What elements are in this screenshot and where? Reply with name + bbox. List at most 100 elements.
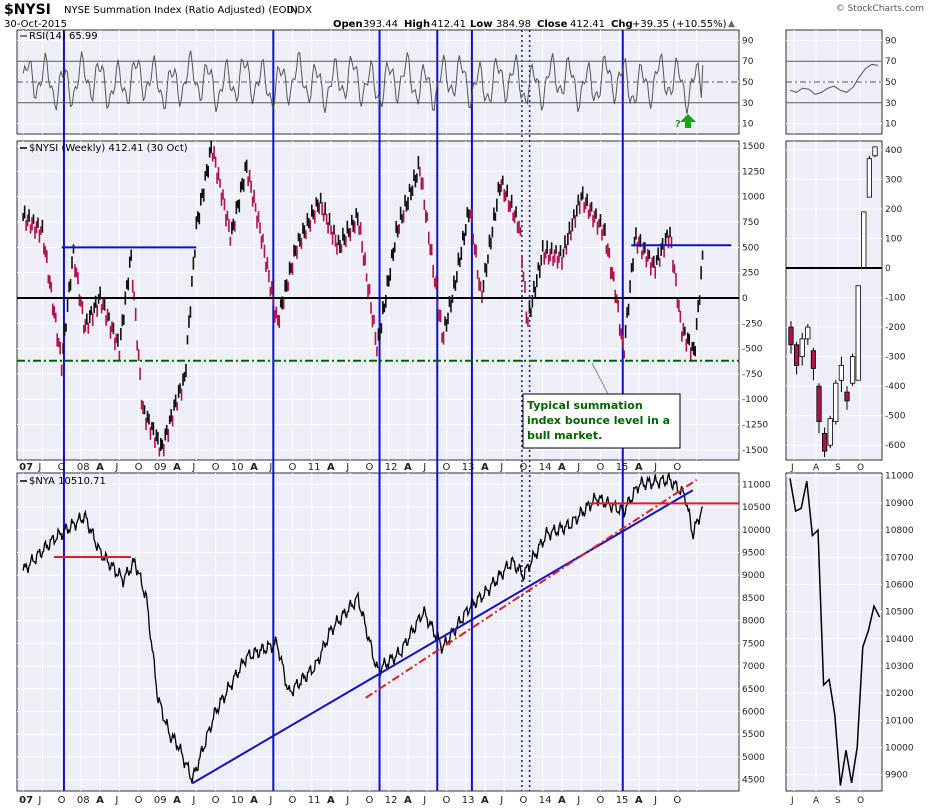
- rsi-y-tick-label: 50: [742, 78, 754, 88]
- nysi-x-tick-label: 10: [231, 462, 244, 473]
- nysi-zoom-candle-body: [794, 344, 800, 366]
- nya-y-tick-label: 7000: [742, 662, 765, 672]
- nysi-zoom-y-tick-label: 0: [885, 264, 891, 274]
- chart-date: 30-Oct-2015: [4, 19, 67, 30]
- nya-x-tick-label: O: [212, 795, 220, 806]
- nysi-zoom-candle-body: [805, 326, 811, 340]
- nysi-zoom-candle-body: [833, 382, 839, 423]
- nysi-y-tick-label: -750: [742, 370, 763, 380]
- nysi-zoom-y-tick-label: 300: [885, 175, 902, 185]
- nya-y-tick-label: 8500: [742, 594, 765, 604]
- nysi-x-tick-label: 15: [616, 462, 629, 473]
- nya-x-tick-label: O: [519, 795, 527, 806]
- nysi-y-tick-label: 250: [742, 269, 759, 279]
- nya-y-tick-label: 11000: [742, 480, 771, 490]
- low-value: 384.98: [496, 19, 531, 30]
- nysi-zoom-y-tick-label: -100: [885, 294, 906, 304]
- nya-x-tick-label: A: [173, 795, 181, 806]
- nysi-zoom-y-tick-label: 400: [885, 146, 902, 156]
- nysi-zoom-y-tick-label: -500: [885, 412, 906, 422]
- nya-y-tick-label: 8000: [742, 617, 765, 627]
- nya-x-tick-label: 11: [308, 795, 321, 806]
- nysi-x-tick-label: O: [289, 462, 297, 473]
- nysi-legend: $NYSI (Weekly) 412.41 (30 Oct): [29, 143, 188, 154]
- rsi-y-tick-label: 30: [742, 99, 754, 109]
- nya-x-tick-label: 07: [19, 795, 33, 806]
- nysi-y-tick-label: -1500: [742, 446, 768, 456]
- nya-x-tick-label: O: [596, 795, 604, 806]
- rsi-zoom-y-tick-label: 50: [885, 78, 897, 88]
- nya-y-tick-label: 6000: [742, 708, 765, 718]
- nya-y-tick-label: 4500: [742, 776, 765, 786]
- nysi-x-tick-label: J: [653, 462, 657, 473]
- nysi-x-tick-label: O: [519, 462, 527, 473]
- nysi-zoom-candle-body: [822, 433, 828, 452]
- nysi-zoom-candle-body: [866, 158, 873, 198]
- nya-y-tick-label: 9000: [742, 571, 765, 581]
- nya-zoom-x-tick-label: S: [835, 796, 841, 806]
- nya-x-tick-label: 14: [539, 795, 552, 806]
- nya-zoom-y-tick-label: 10200: [885, 689, 914, 699]
- nysi-x-tick-label: A: [327, 462, 335, 473]
- rsi-zoom-line: [789, 63, 879, 96]
- nysi-x-tick-label: 13: [462, 462, 475, 473]
- rsi-legend: RSI(14) 65.99: [29, 31, 98, 42]
- nya-x-tick-label: J: [268, 795, 272, 806]
- nysi-x-tick-label: 14: [539, 462, 552, 473]
- nya-x-tick-label: A: [327, 795, 335, 806]
- nysi-x-tick-label: O: [673, 462, 681, 473]
- nysi-x-tick-label: J: [191, 462, 195, 473]
- nysi-x-tick-label: J: [422, 462, 426, 473]
- exchange: INDX: [287, 5, 312, 16]
- symbol: $NYSI: [4, 2, 51, 18]
- nysi-x-tick-label: J: [37, 462, 41, 473]
- nysi-y-tick-label: -1000: [742, 395, 768, 405]
- nysi-zoom-candle-body: [855, 285, 861, 381]
- nysi-y-tick-label: 1000: [742, 193, 765, 203]
- chart-header: $NYSI NYSE Summation Index (Ratio Adjust…: [4, 2, 924, 30]
- nysi-x-tick-label: O: [135, 462, 143, 473]
- nysi-zoom-candle-body: [861, 211, 867, 269]
- chg-value: +39.35 (+10.55%): [632, 19, 727, 30]
- nya-x-tick-label: O: [673, 795, 681, 806]
- nysi-x-tick-label: A: [635, 462, 643, 473]
- nya-y-tick-label: 10000: [742, 526, 771, 536]
- nysi-x-tick-label: A: [404, 462, 412, 473]
- nya-x-tick-label: J: [345, 795, 349, 806]
- nya-y-tick-label: 6500: [742, 685, 765, 695]
- nya-zoom-y-tick-label: 10800: [885, 526, 914, 536]
- nya-x-tick-label: 12: [385, 795, 398, 806]
- nysi-x-tick-label: O: [443, 462, 451, 473]
- panel-backgrounds: [16, 29, 883, 792]
- nya-zoom-y-tick-label: 10000: [885, 744, 914, 754]
- nysi-x-tick-label: J: [114, 462, 118, 473]
- nysi-y-tick-label: 0: [742, 294, 748, 304]
- tick-labels: 90705030101500125010007505002500-250-500…: [19, 36, 914, 806]
- nya-x-tick-label: O: [58, 795, 66, 806]
- nysi-x-tick-label: A: [558, 462, 566, 473]
- quote-bar: Open 393.44 High 412.41 Low 384.98 Close…: [333, 19, 727, 30]
- nysi-zoom-candle-body: [850, 356, 856, 384]
- nysi-y-tick-label: 1500: [742, 142, 765, 152]
- nysi-y-tick-label: 750: [742, 218, 759, 228]
- open-value: 393.44: [363, 19, 398, 30]
- overlay-layer: [17, 60, 882, 785]
- nysi-y-tick-label: 1250: [742, 167, 765, 177]
- rsi-zoom-y-tick-label: 90: [885, 36, 897, 46]
- nysi-zoom-x-tick-label: S: [835, 463, 841, 473]
- nysi-zoom-candle-body: [788, 326, 794, 346]
- nya-y-tick-label: 9500: [742, 549, 765, 559]
- nya-x-tick-label: 08: [77, 795, 90, 806]
- nya-x-tick-label: O: [289, 795, 297, 806]
- low-label: Low: [470, 19, 492, 30]
- index-name: NYSE Summation Index (Ratio Adjusted) (E…: [64, 5, 298, 16]
- nya-zoom-y-tick-label: 10300: [885, 662, 914, 672]
- nya-zoom-panel: [785, 472, 883, 792]
- callout-pointer: [591, 362, 609, 395]
- nysi-x-tick-label: O: [596, 462, 604, 473]
- nya-trendline-blue: [191, 489, 694, 785]
- rsi-zoom-y-tick-label: 10: [885, 120, 897, 130]
- nya-trendline-red-dashdot: [365, 478, 698, 699]
- nysi-zoom-x-tick-label: O: [857, 463, 864, 473]
- nysi-x-tick-label: J: [268, 462, 272, 473]
